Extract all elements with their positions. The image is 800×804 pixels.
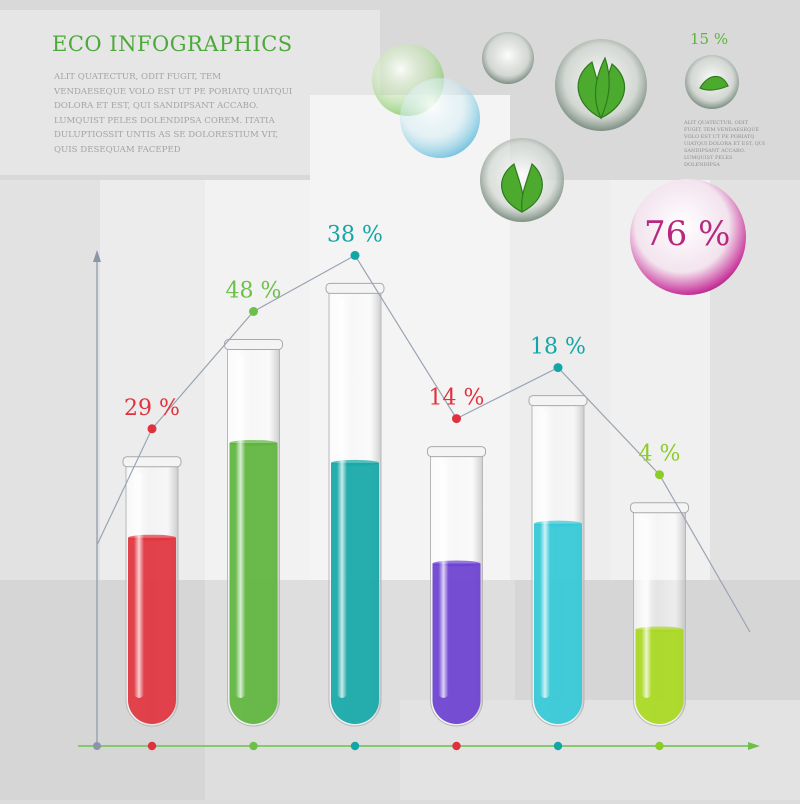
tube-shine (235, 355, 246, 698)
tube-shine (641, 518, 652, 698)
axis-origin-dot (93, 742, 101, 750)
bubble-blue (400, 78, 480, 158)
test-tube-bar (325, 282, 385, 727)
data-label: 14 % (429, 386, 485, 411)
side-text: Alit quatectur, odit fugit, tem vendaese… (684, 120, 765, 168)
data-label: 29 % (124, 396, 180, 421)
x-axis-dot (147, 741, 157, 751)
page-title: ECO INFOGRAPHICS (52, 32, 293, 56)
data-label: 18 % (530, 335, 586, 360)
test-tube-bar (528, 395, 588, 727)
tube-rim (528, 395, 588, 407)
tube-rim (122, 456, 182, 468)
x-axis-dot (553, 741, 563, 751)
tube-shine (540, 411, 550, 698)
data-marker (553, 363, 563, 373)
x-axis-dot (452, 741, 461, 751)
data-marker (350, 250, 360, 260)
trend-line (96, 254, 751, 633)
tube-shine (438, 462, 449, 698)
x-axis-dot (655, 741, 664, 751)
data-marker (655, 470, 664, 480)
chart-axes (78, 250, 760, 750)
y-axis-arrow (93, 250, 101, 262)
data-label: 48 % (226, 279, 282, 304)
intro-text: Alit quatectur, odit fugit, tem vendaese… (54, 72, 293, 155)
data-marker (249, 307, 258, 316)
leaf-icon (501, 56, 729, 213)
test-tube-bar (427, 446, 486, 727)
bubble-leaf-medium (480, 138, 564, 222)
side-percent: 15 % (690, 30, 729, 48)
tube-shine (134, 472, 144, 698)
highlight-percent: 76 % (644, 214, 731, 254)
tube-rim (427, 446, 486, 458)
x-axis-arrow (748, 742, 760, 750)
bubble-small (482, 32, 534, 84)
decorative-bubbles (372, 32, 746, 295)
tube-rim (630, 502, 689, 514)
x-axis-dot (350, 741, 360, 751)
tube-rim (224, 339, 283, 350)
tube-rim (325, 282, 385, 294)
test-tube-bar (224, 339, 283, 727)
test-tube-bar (122, 456, 182, 727)
data-label: 38 % (327, 222, 383, 247)
tube-shine (337, 299, 347, 698)
data-marker (452, 414, 461, 424)
data-label: 4 % (639, 442, 681, 467)
data-marker (147, 424, 157, 434)
test-tube-bar (630, 502, 689, 727)
x-axis-dot (249, 741, 258, 751)
bubble-highlight (630, 179, 746, 295)
